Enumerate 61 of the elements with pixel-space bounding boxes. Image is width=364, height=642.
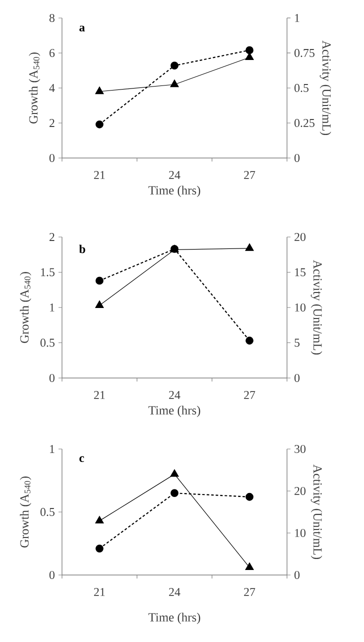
- y-tick-label: 2: [50, 119, 54, 127]
- y2-tick-label: 0: [294, 570, 300, 580]
- y2-tick-label: 10: [295, 303, 306, 312]
- x-tick-label: 21: [94, 588, 105, 596]
- x-tick-label: 27: [244, 588, 256, 596]
- annotation: b: [79, 244, 86, 254]
- y2-tick-label: 20: [294, 486, 306, 496]
- y-tick-label: 6: [50, 48, 55, 58]
- annotation: a: [79, 26, 85, 32]
- y2-tick-label: 20: [294, 232, 306, 242]
- point: [170, 62, 178, 70]
- y2-tick-label: 10: [295, 528, 306, 538]
- point: [96, 544, 104, 552]
- point: [96, 120, 104, 128]
- annotation: c: [79, 456, 84, 462]
- point: [170, 469, 179, 477]
- y2-tick-label: 30: [294, 444, 306, 454]
- y-tick-label: 0.5: [40, 338, 55, 347]
- y-axis-title: Growth (A$_{540}$): [28, 52, 40, 124]
- point: [246, 492, 254, 501]
- y2-axis-title: Activity (Unit/mL): [310, 464, 322, 560]
- x-axis-title: Time (hrs): [148, 186, 200, 198]
- y2-tick-label: 0: [294, 154, 300, 162]
- y2-tick-label: 0: [294, 374, 300, 382]
- y2-tick-label: 1: [295, 14, 300, 22]
- y-tick-label: 1: [50, 445, 54, 453]
- point: [170, 489, 178, 498]
- x-tick-label: 24: [169, 171, 180, 179]
- point: [96, 276, 104, 285]
- y2-tick-label: 15: [295, 268, 306, 276]
- y-tick-label: 1: [50, 304, 54, 312]
- y2-tick-label: 0.75: [294, 48, 314, 58]
- y-tick-label: 0: [49, 154, 55, 162]
- point: [170, 80, 179, 88]
- point: [246, 46, 254, 54]
- y-tick-label: 1.5: [41, 268, 55, 276]
- point: [246, 336, 254, 345]
- y2-axis-title: Activity (Unit/mL): [320, 40, 332, 136]
- x-axis-title: Time (hrs): [148, 406, 200, 418]
- x-tick-label: 21: [94, 391, 105, 399]
- y-tick-label: 0: [49, 374, 55, 382]
- x-tick-label: 24: [169, 391, 180, 399]
- point: [95, 86, 104, 94]
- y-axis-title: Growth (A$_{540}$): [20, 272, 32, 343]
- x-tick-label: 24: [169, 588, 180, 596]
- y2-tick-label: 0.5: [294, 84, 309, 92]
- y-axis-title: Growth (A$_{540}$): [20, 476, 32, 548]
- y2-tick-label: 5: [294, 338, 300, 347]
- x-tick-label: 27: [244, 171, 256, 179]
- y-tick-label: 4: [49, 84, 55, 92]
- x-tick-label: 21: [94, 171, 105, 179]
- y2-axis-title: Activity (Unit/mL): [310, 260, 322, 355]
- point: [95, 516, 104, 524]
- y-tick-label: 8: [49, 14, 55, 22]
- x-tick-label: 27: [244, 391, 256, 399]
- x-axis-title: Time (hrs): [148, 612, 200, 624]
- y-tick-label: 0.5: [40, 508, 55, 516]
- y-tick-label: 2: [50, 233, 54, 241]
- y2-tick-label: 0.25: [294, 118, 314, 128]
- y-tick-label: 0: [49, 570, 55, 580]
- point: [245, 562, 254, 570]
